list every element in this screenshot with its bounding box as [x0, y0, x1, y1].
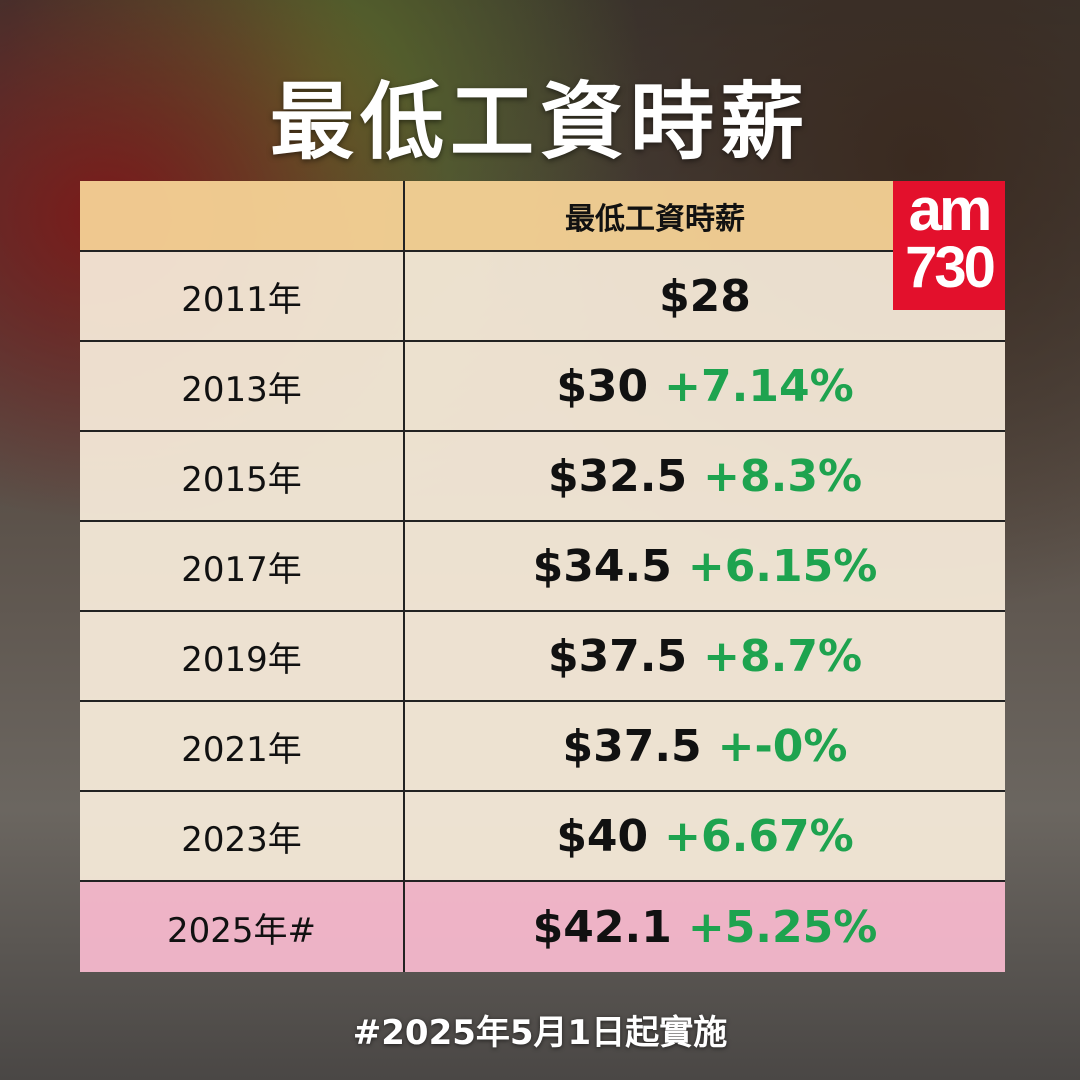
wage-value: $37.5: [562, 720, 702, 772]
wage-cell: $42.1 +5.25%: [405, 882, 1005, 972]
table-row: 2021年 $37.5 +-0%: [80, 702, 1005, 792]
change-value: +6.67%: [664, 810, 854, 862]
change-value: +5.25%: [687, 901, 878, 953]
logo-text: am: [908, 176, 993, 243]
wage-value: $40: [556, 810, 649, 862]
wage-cell: $37.5 +-0%: [405, 702, 1005, 790]
change-value: +8.3%: [703, 450, 863, 502]
year-cell: 2011年: [80, 252, 405, 340]
wage-cell: $28: [405, 252, 1005, 340]
table-row: 2015年 $32.5 +8.3%: [80, 432, 1005, 522]
footnote: #2025年5月1日起實施: [352, 1013, 728, 1053]
change-value: +6.15%: [687, 540, 878, 592]
table-row: 2013年 $30 +7.14%: [80, 342, 1005, 432]
logo-text: 730: [905, 235, 996, 300]
am730-logo: am 730: [893, 176, 1005, 310]
wage-cell: $37.5 +8.7%: [405, 612, 1005, 700]
wage-value: $34.5: [532, 540, 672, 592]
header-cell-wage: 最低工資時薪: [565, 201, 745, 237]
page-title: 最低工資時薪: [269, 73, 810, 171]
table-row: 2011年 $28: [80, 252, 1005, 342]
year-cell: 2019年: [80, 612, 405, 700]
change-value: +7.14%: [664, 360, 854, 412]
table-header: 最低工資時薪: [80, 181, 1005, 252]
wage-cell: $40 +6.67%: [405, 792, 1005, 880]
year-cell: 2023年: [80, 792, 405, 880]
wage-value: $42.1: [532, 901, 672, 953]
change-value: +-0%: [717, 720, 848, 772]
year-cell: 2013年: [80, 342, 405, 430]
wage-value: $28: [659, 270, 751, 322]
wage-value: $32.5: [547, 450, 688, 502]
change-value: +8.7%: [703, 630, 863, 682]
year-cell: 2021年: [80, 702, 405, 790]
table-row: 2025年# $42.1 +5.25%: [80, 882, 1005, 972]
table-row: 2019年 $37.5 +8.7%: [80, 612, 1005, 702]
table-row: 2023年 $40 +6.67%: [80, 792, 1005, 882]
wage-value: $30: [556, 360, 649, 412]
wage-cell: $32.5 +8.3%: [405, 432, 1005, 520]
year-cell: 2025年#: [80, 882, 405, 972]
wage-value: $37.5: [547, 630, 688, 682]
year-cell: 2017年: [80, 522, 405, 610]
year-cell: 2015年: [80, 432, 405, 520]
header-cell-year: [80, 181, 405, 250]
wage-table: 最低工資時薪 2011年 $28 2013年 $30 +7.14% 2015年 $32…: [80, 181, 1005, 972]
table-row: 2017年 $34.5 +6.15%: [80, 522, 1005, 612]
wage-cell: $34.5 +6.15%: [405, 522, 1005, 610]
wage-cell: $30 +7.14%: [405, 342, 1005, 430]
